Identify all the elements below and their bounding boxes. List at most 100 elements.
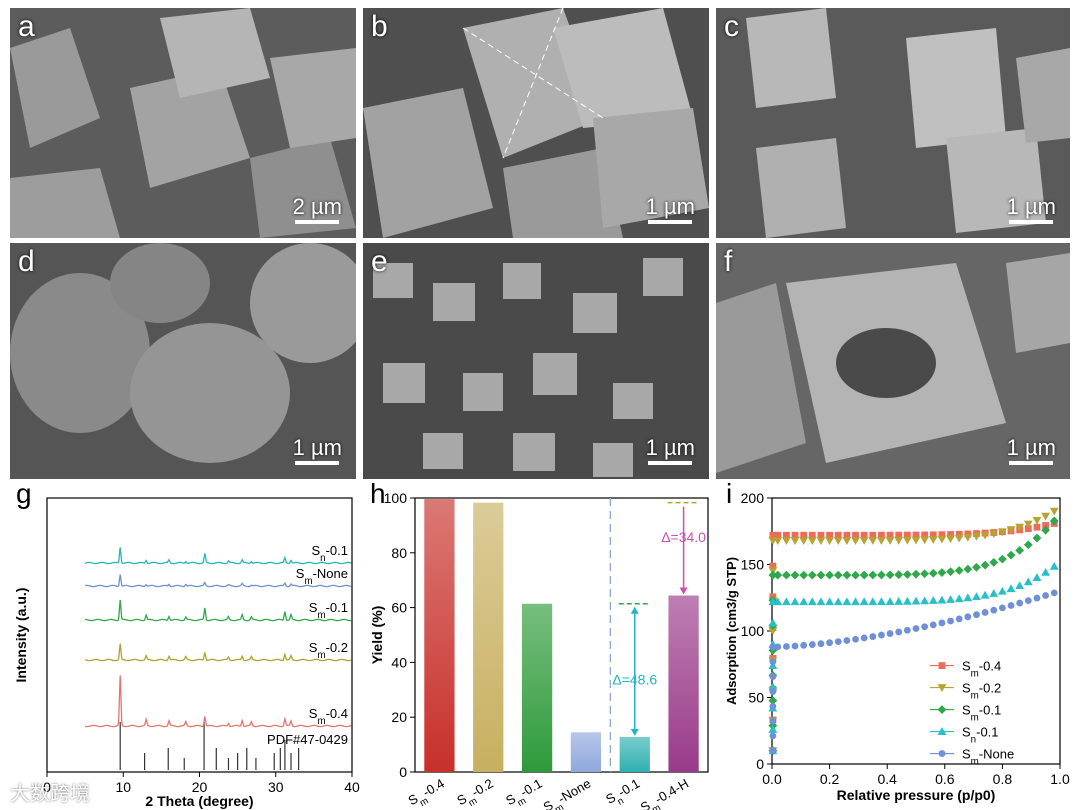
- data-point: [860, 531, 868, 539]
- x-tick-label: 1.0: [1050, 771, 1070, 787]
- data-point: [894, 570, 904, 580]
- data-point: [816, 597, 826, 606]
- data-point: [1049, 507, 1059, 516]
- data-point: [895, 628, 903, 636]
- arrow-head: [679, 587, 688, 595]
- data-point: [998, 586, 1007, 595]
- arrow-head: [630, 606, 639, 614]
- sem-image-c: [716, 8, 1070, 238]
- data-point: [902, 570, 912, 579]
- data-point: [894, 536, 904, 545]
- data-point: [946, 595, 955, 603]
- data-point: [1049, 561, 1059, 570]
- series-label: Sn-0.1: [311, 543, 348, 564]
- legend-marker: [937, 727, 947, 735]
- data-point: [1033, 594, 1041, 602]
- data-point: [769, 702, 777, 710]
- chart-i: 0.0 0.2 0.4 0.6 0.8 1.0 0 50 100 150 200 Relative p…: [720, 480, 1080, 810]
- data-point: [954, 534, 964, 543]
- data-point: [903, 531, 911, 539]
- chart-h: 0 20 40 60 80 100 Yield (%) Sm-0.4 Sm-0.2 Sm-0.1 S…: [360, 480, 720, 810]
- data-point: [895, 531, 903, 539]
- delta-label: Δ=48.6: [612, 671, 657, 687]
- x-tick-label: 20: [192, 779, 208, 795]
- data-point: [808, 641, 816, 648]
- panel-letter: e: [371, 245, 388, 278]
- data-point: [825, 597, 834, 606]
- data-point: [885, 597, 895, 605]
- y-axis-label: Yield (%): [369, 606, 385, 665]
- data-point: [878, 631, 885, 639]
- data-point: [937, 535, 947, 544]
- sem-image-f: [716, 243, 1070, 479]
- data-point: [782, 570, 791, 580]
- data-point: [1041, 568, 1050, 576]
- plot-frame: [46, 497, 353, 773]
- panel-letter: b: [371, 10, 388, 43]
- data-point: [868, 570, 878, 580]
- data-point: [1024, 525, 1032, 533]
- data-point: [852, 531, 859, 539]
- data-point: [938, 619, 946, 627]
- x-tick-label: 0.6: [935, 771, 955, 787]
- data-point: [937, 568, 947, 577]
- legend-label: Sm-0.4: [962, 659, 1001, 680]
- data-point: [980, 590, 990, 599]
- data-point: [852, 635, 859, 643]
- data-point: [769, 643, 777, 651]
- xrd-line: [84, 547, 352, 565]
- data-point: [860, 634, 868, 642]
- delta-label: Δ=34.0: [661, 529, 706, 545]
- data-point: [851, 537, 860, 545]
- data-point: [859, 537, 869, 545]
- data-point: [937, 595, 947, 604]
- x-tick-label: 0: [43, 779, 51, 795]
- data-point: [768, 696, 778, 705]
- data-point: [842, 597, 852, 606]
- y-tick-label: 100: [741, 623, 765, 639]
- scale-bar: 1 µm: [646, 435, 695, 465]
- chart-g: 0 10 20 30 40 2 Theta (degree) Intensity (a.u.…: [0, 480, 360, 810]
- data-point: [768, 627, 778, 636]
- data-point: [1006, 550, 1016, 560]
- sem-image-a: [10, 8, 356, 238]
- data-point: [791, 642, 799, 650]
- data-point: [773, 537, 783, 545]
- x-axis-label: 2 Theta (degree): [145, 793, 253, 809]
- data-point: [1049, 516, 1059, 526]
- data-point: [825, 537, 834, 545]
- data-point: [963, 533, 973, 542]
- data-point: [851, 597, 860, 606]
- data-point: [928, 536, 938, 544]
- legend-label: Sn-0.1: [962, 725, 999, 746]
- data-point: [1042, 592, 1049, 599]
- data-point: [851, 570, 860, 580]
- scale-text: 2 µm: [292, 194, 342, 219]
- y-tick-label: 200: [741, 490, 765, 506]
- data-point: [783, 643, 790, 650]
- sem-panel-f: f 1 µm: [716, 243, 1070, 479]
- data-point: [1015, 545, 1025, 555]
- data-point: [902, 596, 912, 605]
- data-point: [868, 597, 878, 606]
- data-point: [769, 688, 777, 695]
- data-point: [843, 637, 851, 644]
- data-point: [790, 597, 800, 606]
- data-point: [1033, 523, 1041, 531]
- data-point: [769, 658, 777, 666]
- series-label: Sm-0.1: [309, 600, 348, 621]
- scale-bar: 2 µm: [293, 194, 342, 224]
- data-point: [842, 570, 852, 580]
- data-point: [921, 623, 929, 631]
- data-point: [878, 531, 885, 539]
- bar: [619, 736, 650, 772]
- data-point: [903, 626, 911, 634]
- scale-bar: 1 µm: [293, 435, 342, 465]
- data-point: [769, 531, 777, 539]
- data-point: [920, 569, 930, 579]
- x-tick-label: Sm-0.2: [454, 776, 498, 810]
- data-point: [1016, 599, 1024, 607]
- xrd-line: [85, 600, 352, 622]
- sem-panel-e: e 1 µm: [363, 243, 709, 479]
